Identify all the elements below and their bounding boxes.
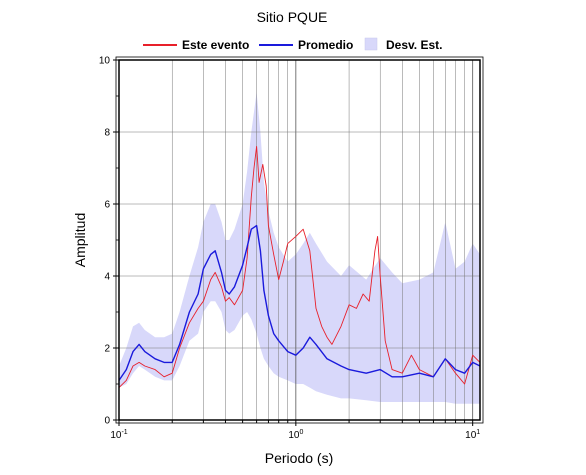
y-tick-label: 6 <box>104 200 110 211</box>
legend: Este evento Promedio Desv. Est. <box>143 37 442 52</box>
x-tick-label: 101 <box>465 429 480 441</box>
legend-band-label: Desv. Est. <box>386 38 442 52</box>
legend-event-label: Este evento <box>182 38 249 52</box>
x-axis-label: Periodo (s) <box>265 450 333 466</box>
y-tick-label: 8 <box>104 128 110 139</box>
y-tick-label: 4 <box>104 272 110 283</box>
y-tick-label: 10 <box>99 56 111 67</box>
plot-area: 0 2 4 6 8 10 10-1 100 101 <box>99 56 484 441</box>
std-dev-band <box>119 92 480 404</box>
legend-band-swatch <box>364 37 378 51</box>
series-line-mean <box>118 224 481 381</box>
y-tick-label: 0 <box>104 416 110 427</box>
legend-mean-label: Promedio <box>298 38 353 52</box>
x-tick-label: 10-1 <box>110 429 127 441</box>
y-tick-label: 2 <box>104 344 110 355</box>
y-axis-label: Amplitud <box>72 213 88 267</box>
chart-title: Sitio PQUE <box>257 9 328 25</box>
series-line-event <box>118 145 481 388</box>
x-tick-label: 100 <box>288 429 303 441</box>
